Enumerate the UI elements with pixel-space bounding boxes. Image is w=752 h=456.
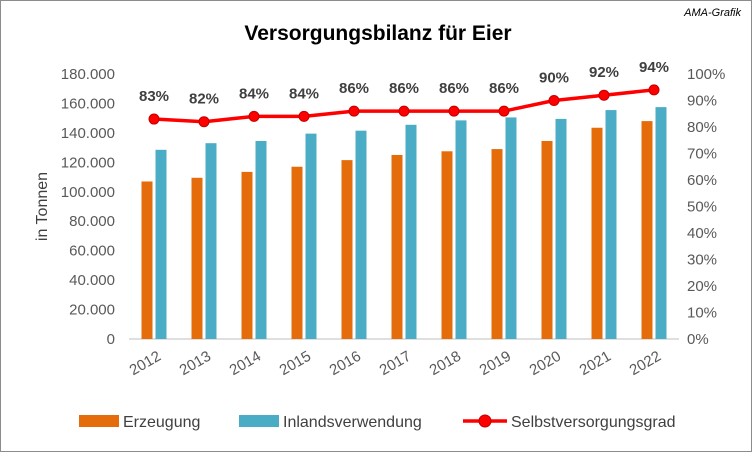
y2-tick-label: 0% <box>687 331 709 348</box>
y-tick-label: 60.000 <box>69 243 115 260</box>
y-tick-label: 140.000 <box>61 125 115 142</box>
line-point <box>598 89 610 101</box>
bar-inlandsverwendung <box>605 110 617 339</box>
data-label: 84% <box>289 85 319 102</box>
x-tick-label: 2012 <box>127 348 164 379</box>
line-point <box>148 113 160 125</box>
x-tick-label: 2017 <box>377 348 414 379</box>
y-tick-label: 80.000 <box>69 213 115 230</box>
bar-inlandsverwendung <box>155 149 167 339</box>
bar-erzeugung <box>491 149 503 339</box>
data-label: 82% <box>189 91 219 108</box>
bar-erzeugung <box>141 181 153 339</box>
x-tick-label: 2015 <box>277 348 314 379</box>
y2-tick-label: 40% <box>687 225 717 242</box>
y-tick-label: 20.000 <box>69 302 115 319</box>
credit-label: AMA-Grafik <box>684 7 741 19</box>
y2-tick-label: 50% <box>687 199 717 216</box>
bar-inlandsverwendung <box>405 124 417 340</box>
bar-erzeugung <box>441 151 453 339</box>
y-tick-label: 0 <box>107 331 115 348</box>
data-label: 86% <box>339 80 369 97</box>
data-label: 92% <box>589 64 619 81</box>
y2-tick-label: 60% <box>687 172 717 189</box>
y2-tick-label: 100% <box>687 66 725 83</box>
bar-inlandsverwendung <box>655 107 667 339</box>
bar-erzeugung <box>291 166 303 339</box>
x-tick-label: 2018 <box>427 348 464 379</box>
bar-inlandsverwendung <box>555 118 567 340</box>
legend-label: Erzeugung <box>123 414 200 431</box>
y-tick-label: 120.000 <box>61 154 115 171</box>
legend-swatch-inlandsverwendung <box>239 415 279 427</box>
bar-erzeugung <box>191 177 203 339</box>
data-label: 83% <box>139 88 169 105</box>
line-point <box>548 95 560 106</box>
y-tick-label: 180.000 <box>61 66 115 83</box>
x-tick-label: 2014 <box>227 348 264 379</box>
bar-erzeugung <box>391 154 403 339</box>
legend-label: Inlandsverwendung <box>283 414 422 431</box>
bar-inlandsverwendung <box>455 120 467 339</box>
legend-label: Selbstversorgungsgrad <box>511 414 676 431</box>
x-tick-label: 2013 <box>177 348 214 379</box>
x-tick-label: 2019 <box>477 348 514 379</box>
line-point <box>348 105 360 117</box>
bar-inlandsverwendung <box>255 140 267 339</box>
bar-erzeugung <box>541 140 553 339</box>
y-tick-label: 160.000 <box>61 95 115 112</box>
x-tick-label: 2016 <box>327 348 364 379</box>
y2-tick-label: 80% <box>687 119 717 136</box>
bar-erzeugung <box>241 171 253 339</box>
bar-inlandsverwendung <box>355 130 367 339</box>
bar-erzeugung <box>591 127 603 339</box>
data-label: 90% <box>539 70 569 87</box>
line-point <box>498 105 510 117</box>
data-label: 84% <box>239 85 269 102</box>
x-tick-label: 2020 <box>527 348 564 379</box>
line-point <box>448 105 460 117</box>
data-label: 86% <box>389 80 419 97</box>
line-point <box>398 105 410 117</box>
bar-inlandsverwendung <box>505 117 517 339</box>
data-label: 94% <box>639 59 669 76</box>
y2-tick-label: 10% <box>687 305 717 322</box>
data-label: 86% <box>439 80 469 97</box>
y2-tick-label: 70% <box>687 146 717 163</box>
y-tick-label: 40.000 <box>69 272 115 289</box>
y2-tick-label: 30% <box>687 252 717 269</box>
y2-tick-label: 20% <box>687 278 717 295</box>
bar-inlandsverwendung <box>205 143 217 339</box>
chart-title: Versorgungsbilanz für Eier <box>244 22 511 45</box>
bar-erzeugung <box>641 121 653 339</box>
line-point <box>648 84 660 96</box>
x-tick-label: 2022 <box>627 348 664 379</box>
bar-inlandsverwendung <box>305 133 317 339</box>
y-tick-label: 100.000 <box>61 184 115 201</box>
legend-marker <box>478 414 492 428</box>
line-point <box>198 116 210 128</box>
line-point <box>248 110 260 122</box>
legend-swatch-erzeugung <box>79 415 119 427</box>
x-tick-label: 2021 <box>577 348 614 379</box>
y2-tick-label: 90% <box>687 93 717 110</box>
line-point <box>298 110 310 122</box>
y-axis-label: in Tonnen <box>34 172 51 241</box>
bar-erzeugung <box>341 160 353 339</box>
data-label: 86% <box>489 80 519 97</box>
